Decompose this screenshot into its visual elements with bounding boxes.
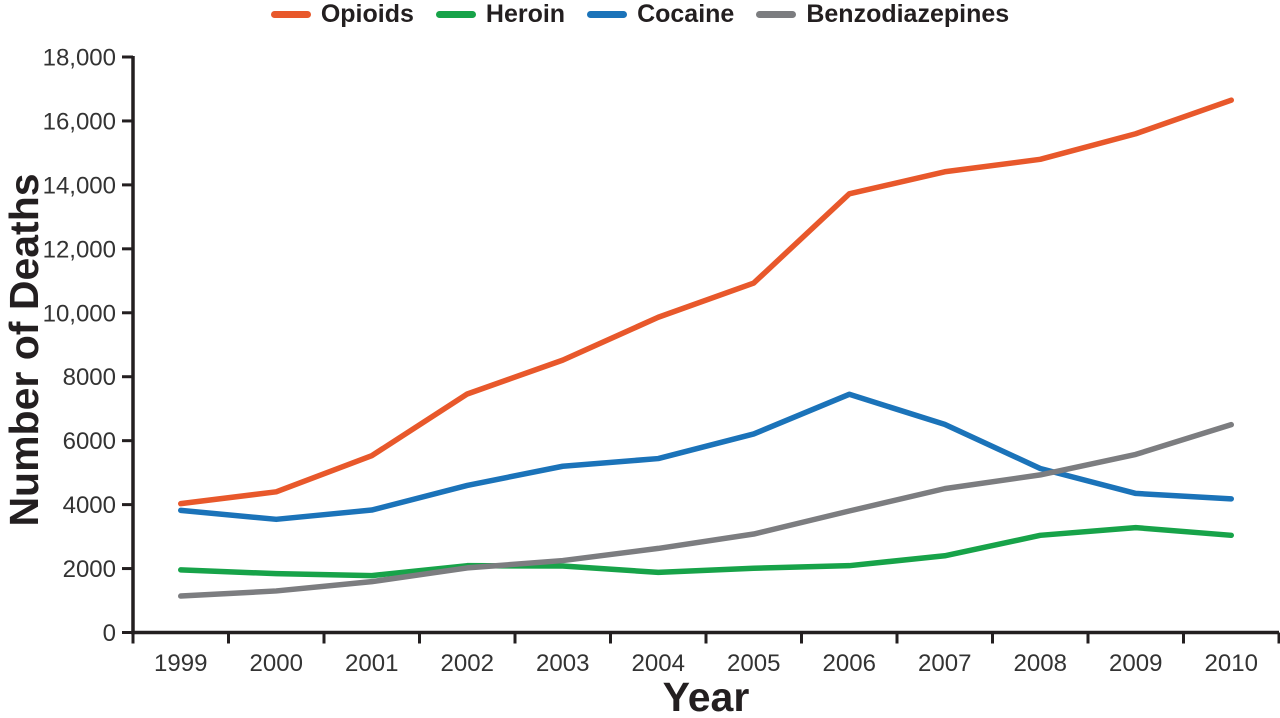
x-tick-label: 2002 [441,650,494,677]
y-tick-label: 18,000 [43,45,116,72]
y-tick-label: 16,000 [43,108,116,135]
x-tick-label: 2004 [632,650,685,677]
y-tick-label: 14,000 [43,172,116,199]
x-tick-label: 2006 [823,650,876,677]
y-tick-label: 2000 [63,556,116,583]
y-tick-label: 12,000 [43,236,116,263]
x-tick-label: 2010 [1205,650,1258,677]
x-axis-title: Year [663,674,750,718]
legend: Opioids Heroin Cocaine Benzodiazepines [0,0,1280,28]
legend-label-cocaine: Cocaine [637,0,735,28]
x-tick-label: 2007 [918,650,971,677]
series-line-cocaine [178,391,1234,523]
x-tick-label: 2003 [536,650,589,677]
x-tick-label: 2000 [250,650,303,677]
y-axis-title: Number of Deaths [1,173,47,526]
x-tick-label: 2008 [1014,650,1067,677]
x-tick-label: 2005 [727,650,780,677]
series-line-benzodiazepines [178,421,1234,599]
legend-label-benzodiazepines: Benzodiazepines [806,0,1010,28]
legend-swatch-cocaine [587,10,628,18]
legend-swatch-benzodiazepines [756,10,797,18]
series-line-heroin [178,524,1234,579]
y-tick-label: 10,000 [43,300,116,327]
legend-item-benzodiazepines: Benzodiazepines [756,0,1010,28]
y-tick-label: 4000 [63,492,116,519]
legend-label-heroin: Heroin [485,0,566,28]
legend-swatch-opioids [270,10,311,18]
legend-item-opioids: Opioids [270,0,414,28]
x-tick-label: 2001 [345,650,398,677]
y-tick-label: 0 [103,620,116,647]
x-tick-label: 1999 [154,650,207,677]
legend-item-cocaine: Cocaine [587,0,735,28]
legend-label-opioids: Opioids [320,0,414,28]
y-tick-label: 8000 [63,364,116,391]
legend-swatch-heroin [435,10,476,18]
y-tick-label: 6000 [63,428,116,455]
legend-item-heroin: Heroin [435,0,566,28]
series-line-opioids [178,97,1234,507]
x-tick-label: 2009 [1109,650,1162,677]
